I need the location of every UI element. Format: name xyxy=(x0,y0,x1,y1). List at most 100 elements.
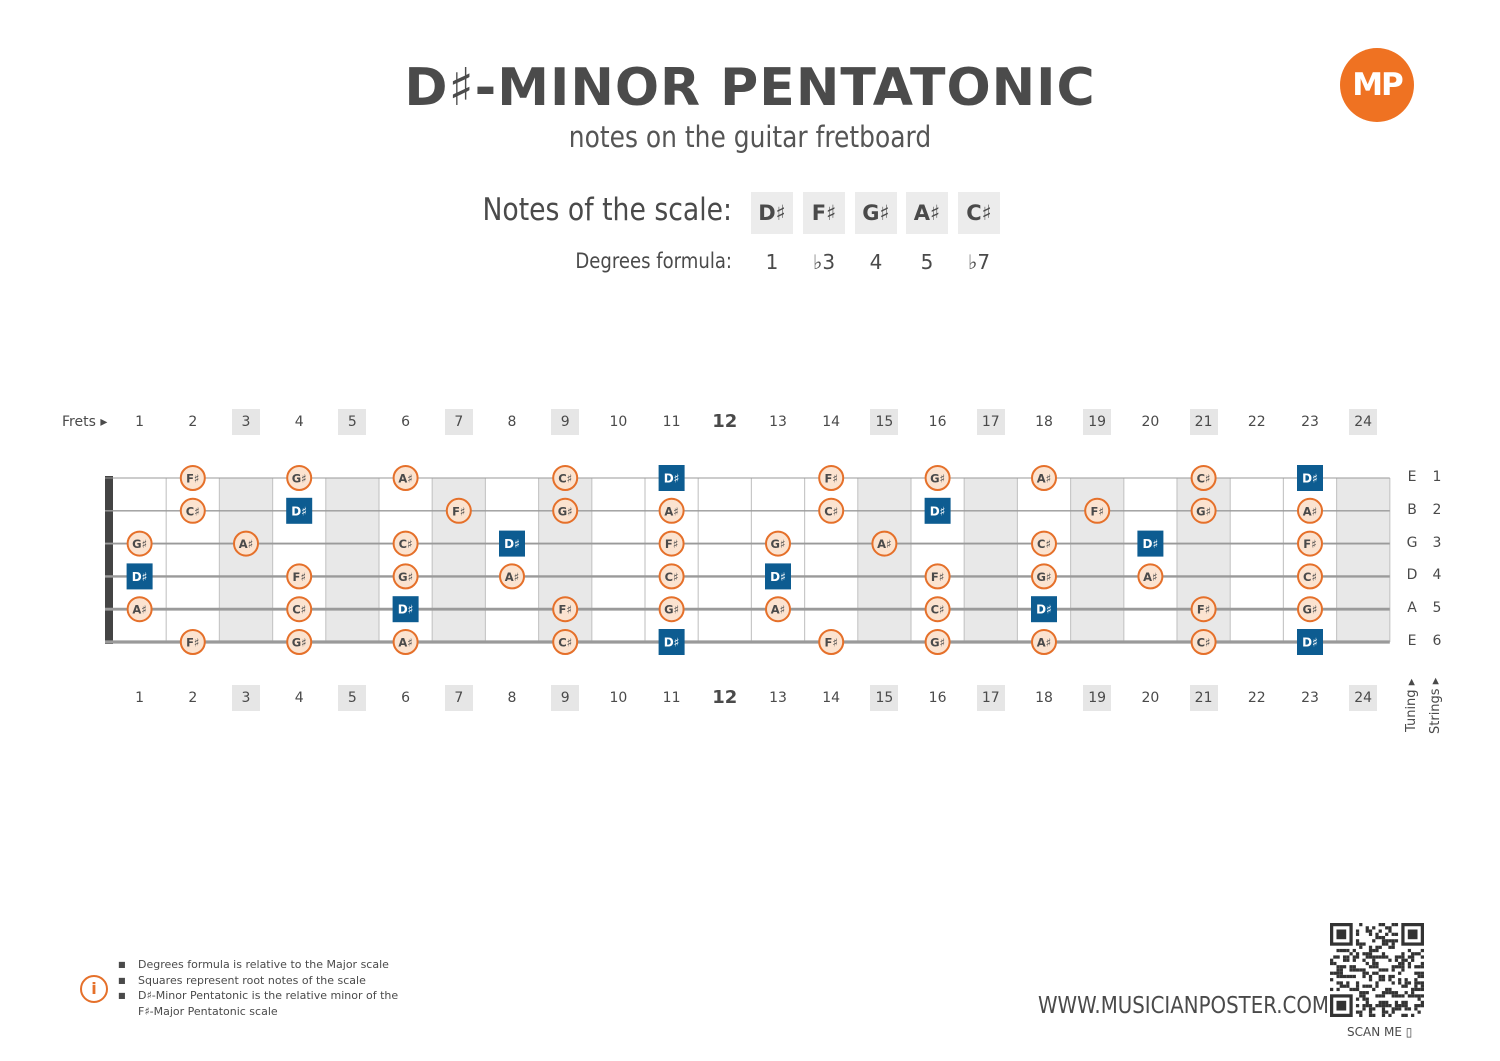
scale-note-label: G♯ xyxy=(292,636,307,650)
fret-number: 13 xyxy=(769,414,787,430)
root-note-marker xyxy=(658,629,685,655)
scale-note-marker xyxy=(1031,563,1057,590)
scale-note-marker xyxy=(552,629,579,655)
scale-note-marker xyxy=(924,596,951,623)
fret-number: 4 xyxy=(294,690,304,706)
scale-note-marker xyxy=(126,530,153,557)
scale-note-marker xyxy=(818,465,845,491)
scale-note-marker xyxy=(179,497,206,524)
string-number: 5 xyxy=(1432,600,1442,617)
fret-number: 18 xyxy=(1035,414,1053,430)
qr-code[interactable] xyxy=(1330,923,1424,1017)
fret-number: 14 xyxy=(822,414,841,430)
scale-note-label: A♯ xyxy=(1303,504,1317,518)
scale-note-label: C♯ xyxy=(1197,472,1211,486)
fret-number: 24 xyxy=(1349,409,1378,435)
fret-number: 5 xyxy=(338,685,367,711)
fret-number: 20 xyxy=(1141,414,1160,430)
scale-note-label: G♯ xyxy=(292,472,307,486)
root-note-label: D♯ xyxy=(504,537,520,551)
root-note-label: D♯ xyxy=(1036,603,1052,617)
scale-note-marker xyxy=(286,465,313,491)
footer-note: D♯-Minor Pentatonic is the relative mino… xyxy=(118,988,400,1019)
scale-note-marker xyxy=(445,497,472,524)
fret-number: 6 xyxy=(401,690,411,706)
scale-note-marker xyxy=(1190,629,1217,655)
info-icon: i xyxy=(80,975,108,1003)
root-note-marker xyxy=(924,497,951,524)
root-note-marker xyxy=(499,530,525,557)
fret-number: 1 xyxy=(135,414,145,430)
scale-note-marker xyxy=(392,629,419,655)
fret-number: 7 xyxy=(444,409,473,435)
scale-note-marker xyxy=(552,497,579,524)
scale-note-marker xyxy=(499,563,525,590)
page-title: D♯-MINOR PENTATONIC xyxy=(404,58,1096,118)
scale-note-marker xyxy=(552,596,579,623)
scale-note-marker xyxy=(126,596,153,623)
tuning-note: E xyxy=(1407,469,1417,485)
fret-number: 5 xyxy=(338,409,367,435)
fret-number: 9 xyxy=(551,685,580,711)
fret-number: 11 xyxy=(662,414,681,430)
scale-note-marker xyxy=(924,629,951,655)
fret-number: 23 xyxy=(1301,690,1319,706)
scale-note-label: C♯ xyxy=(186,504,200,518)
scale-note-label: A♯ xyxy=(664,504,678,518)
degree: 4 xyxy=(869,250,883,274)
nut xyxy=(105,476,113,644)
fret-shade xyxy=(219,478,273,642)
scale-note-marker xyxy=(552,465,579,491)
scale-note-marker xyxy=(1031,530,1057,557)
fret-number: 21 xyxy=(1189,409,1218,435)
fret-number: 2 xyxy=(188,414,198,430)
scale-note-label: C♯ xyxy=(292,603,306,617)
website-link[interactable]: WWW.MUSICIANPOSTER.COM xyxy=(1038,993,1330,1019)
fret-number: 19 xyxy=(1083,685,1112,711)
fret-number: 3 xyxy=(232,685,260,711)
root-note-marker xyxy=(658,465,685,491)
scale-note-label: F♯ xyxy=(1197,603,1210,617)
scale-note-label: C♯ xyxy=(665,570,679,584)
fret-number: 23 xyxy=(1301,414,1319,430)
fret-shade xyxy=(857,478,911,642)
scale-note-marker xyxy=(286,596,313,623)
scale-note-marker xyxy=(392,563,419,590)
scale-note-label: G♯ xyxy=(1036,570,1051,584)
scale-note-label: G♯ xyxy=(1302,603,1317,617)
fret-number: 15 xyxy=(870,409,899,435)
scale-note-marker xyxy=(1137,563,1164,590)
fret-number: 4 xyxy=(294,414,304,430)
tuning-axis-label: Tuning ▸ xyxy=(1404,678,1419,732)
scale-note-label: F♯ xyxy=(1303,537,1316,551)
root-note-label: D♯ xyxy=(1143,537,1159,551)
scale-note-label: A♯ xyxy=(1037,636,1051,650)
scale-note-marker xyxy=(658,497,685,524)
tuning-note: A xyxy=(1407,600,1417,617)
fret-number: 1 xyxy=(135,690,145,706)
degree: ♭7 xyxy=(967,250,991,274)
degree: 5 xyxy=(920,250,934,274)
scale-note-marker xyxy=(392,530,419,557)
scale-note-label: G♯ xyxy=(770,537,785,551)
degree: ♭3 xyxy=(812,250,836,274)
scale-note-label: C♯ xyxy=(1037,537,1051,551)
scale-note-label: F♯ xyxy=(186,472,199,486)
page-subtitle: notes on the guitar fretboard xyxy=(568,120,932,154)
scale-note-label: F♯ xyxy=(665,537,678,551)
scale-note: A♯ xyxy=(906,192,948,234)
fret-number: 9 xyxy=(551,409,580,435)
tuning-note: D xyxy=(1406,567,1418,584)
scale-note-label: C♯ xyxy=(399,537,413,551)
string-number: 1 xyxy=(1432,469,1442,485)
fret-number: 7 xyxy=(444,685,473,711)
fret-number: 15 xyxy=(870,685,899,711)
root-note-marker xyxy=(126,563,153,590)
scale-note-label: F♯ xyxy=(186,636,199,650)
scale-note-label: F♯ xyxy=(824,472,837,486)
scale-note-label: A♯ xyxy=(239,537,253,551)
footer-note: Squares represent root notes of the scal… xyxy=(118,973,400,989)
scale-note-label: G♯ xyxy=(930,472,945,486)
string-number: 4 xyxy=(1432,567,1442,584)
scale-note: C♯ xyxy=(958,192,1000,234)
